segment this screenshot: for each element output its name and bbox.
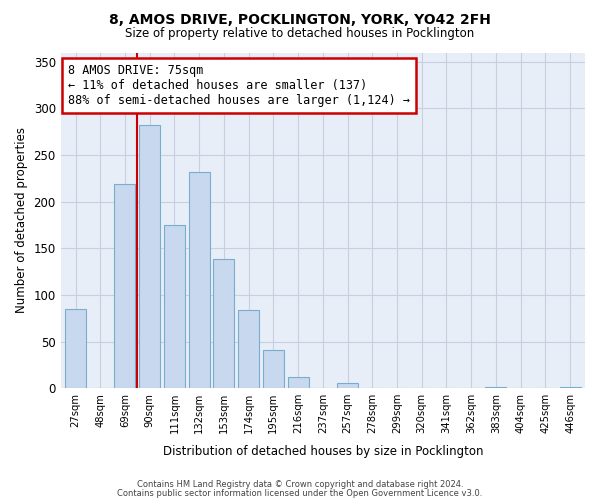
X-axis label: Distribution of detached houses by size in Pocklington: Distribution of detached houses by size …: [163, 444, 483, 458]
Bar: [485, 387, 506, 388]
Bar: [263, 350, 284, 388]
Bar: [188, 172, 209, 388]
Bar: [139, 125, 160, 388]
Bar: [337, 384, 358, 388]
Text: Size of property relative to detached houses in Pocklington: Size of property relative to detached ho…: [125, 28, 475, 40]
Bar: [238, 310, 259, 388]
Y-axis label: Number of detached properties: Number of detached properties: [15, 128, 28, 314]
Bar: [65, 309, 86, 388]
Text: 8, AMOS DRIVE, POCKLINGTON, YORK, YO42 2FH: 8, AMOS DRIVE, POCKLINGTON, YORK, YO42 2…: [109, 12, 491, 26]
Text: Contains HM Land Registry data © Crown copyright and database right 2024.: Contains HM Land Registry data © Crown c…: [137, 480, 463, 489]
Bar: [164, 225, 185, 388]
Bar: [287, 377, 308, 388]
Text: Contains public sector information licensed under the Open Government Licence v3: Contains public sector information licen…: [118, 488, 482, 498]
Bar: [214, 258, 235, 388]
Bar: [560, 387, 581, 388]
Text: 8 AMOS DRIVE: 75sqm
← 11% of detached houses are smaller (137)
88% of semi-detac: 8 AMOS DRIVE: 75sqm ← 11% of detached ho…: [68, 64, 410, 106]
Bar: [115, 184, 136, 388]
